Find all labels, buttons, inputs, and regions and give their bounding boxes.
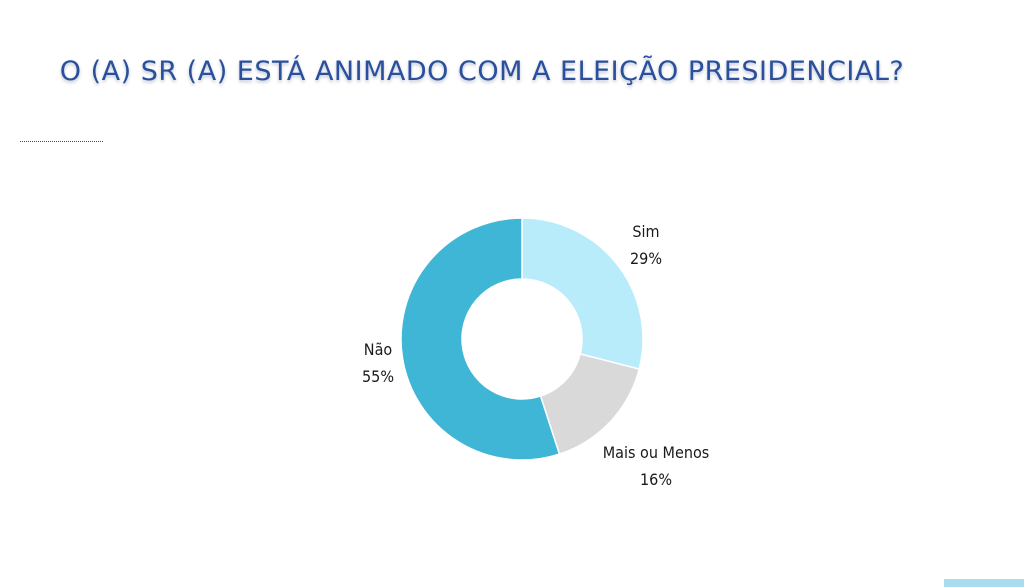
slice-value-sim: 29% (630, 249, 662, 268)
slice-value-mais-ou-menos: 16% (640, 470, 672, 489)
slice-sim (521, 217, 644, 371)
donut-slices (400, 217, 644, 461)
slice-nao (400, 217, 561, 461)
donut-labels: Sim 29% Mais ou Menos 16% Não 55% (362, 222, 709, 489)
slice-label-nao: Não (364, 340, 393, 359)
slice-label-mais-ou-menos: Mais ou Menos (603, 443, 710, 462)
slice-label-sim: Sim (632, 222, 659, 241)
dotted-divider (20, 141, 103, 142)
slice-value-nao: 55% (362, 367, 394, 386)
chart-title: O (A) SR (A) ESTÁ ANIMADO COM A ELEIÇÃO … (59, 56, 905, 87)
slice-mais-ou-menos (539, 353, 641, 456)
corner-tab (944, 579, 1024, 587)
